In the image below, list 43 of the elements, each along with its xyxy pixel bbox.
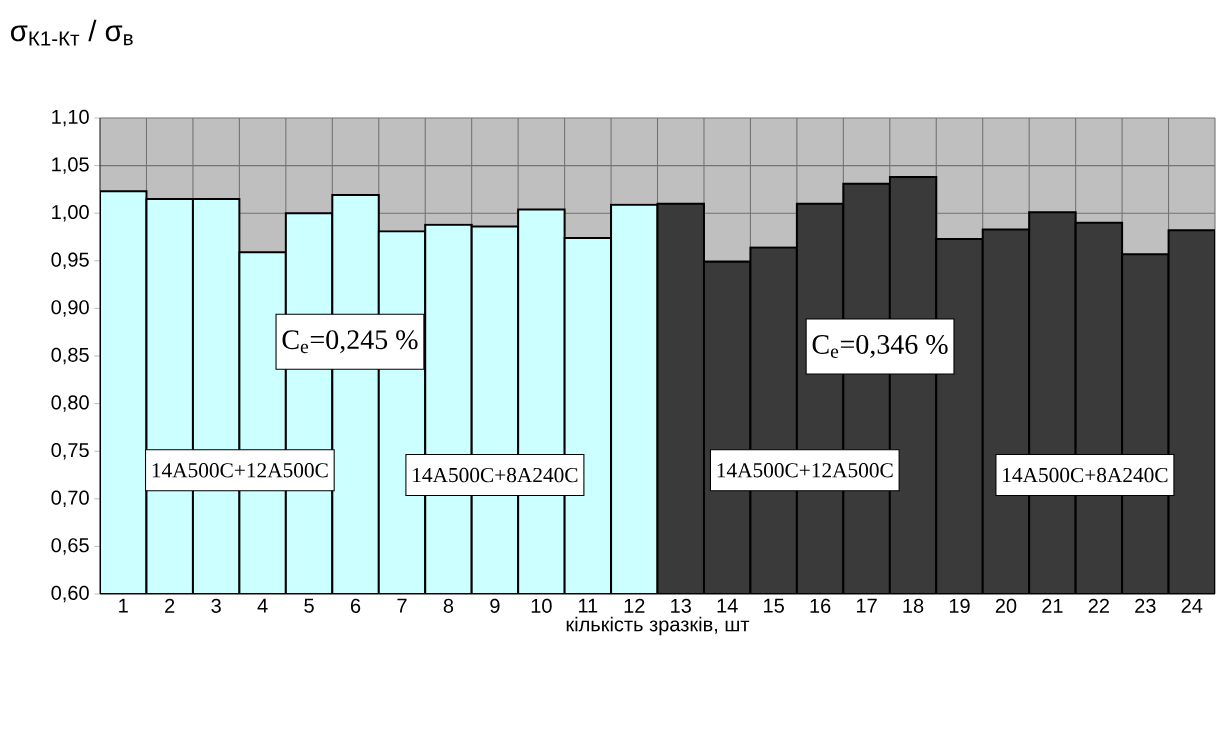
y-tick-label: 1,10 (52, 109, 89, 127)
x-tick-label: 9 (490, 598, 500, 613)
x-tick-label: 21 (1042, 598, 1063, 613)
y-tick-label: 0,85 (51, 347, 89, 365)
annotation: C$_{e}$=0,346 % (812, 335, 948, 358)
annotation: 14A500C+8A240C (413, 467, 578, 483)
x-tick-label: 13 (671, 598, 691, 613)
y-tick-label: 1,05 (52, 157, 89, 174)
x-tick-label: 14 (717, 598, 738, 613)
x-tick-label: 22 (1088, 598, 1109, 613)
x-axis-title: кількість зразків, шт (566, 616, 750, 636)
annotation: 14A500C+12A500C (717, 463, 893, 478)
x-tick-label: 16 (810, 598, 831, 613)
x-tick-label: 12 (624, 598, 645, 613)
x-tick-label: 8 (443, 598, 454, 613)
x-tick-label: 18 (903, 598, 924, 613)
x-tick-label: 23 (1135, 598, 1156, 613)
x-tick-label: 11 (578, 598, 598, 613)
x-tick-label: 20 (995, 598, 1017, 613)
y-tick-label: 0,80 (51, 395, 89, 412)
x-tick-label: 1 (119, 598, 128, 613)
x-tick-label: 3 (211, 598, 221, 613)
y-tick-label: 1,00 (52, 204, 89, 222)
y-tick-label: 0,95 (51, 252, 89, 270)
x-tick-label: 2 (165, 598, 175, 613)
y-tick-label: 0,70 (51, 490, 89, 508)
x-tick-label: 5 (304, 598, 314, 613)
x-tick-label: 10 (531, 598, 552, 613)
y-tick-label: 0,60 (51, 585, 89, 603)
y-tick-label: 0,65 (51, 538, 89, 555)
annotation: C$_{e}$=0,245 % (282, 330, 418, 354)
x-tick-label: 15 (764, 598, 784, 613)
annotation: 14A500C+8A240C (1003, 467, 1168, 483)
annotation: 14A500C+12A500C (152, 463, 328, 478)
y-tick-label: 0,75 (51, 442, 89, 460)
x-tick-label: 24 (1181, 598, 1203, 613)
y-tick-label: 0,90 (51, 300, 89, 317)
x-tick-label: 7 (397, 598, 407, 613)
x-tick-label: 19 (949, 598, 970, 613)
x-tick-label: 4 (257, 598, 268, 613)
x-tick-label: 17 (856, 598, 877, 613)
y-axis-title: σ$_{К1-Кт}$ / σ$_{в}$ (11, 19, 133, 46)
x-tick-label: 6 (350, 598, 361, 613)
